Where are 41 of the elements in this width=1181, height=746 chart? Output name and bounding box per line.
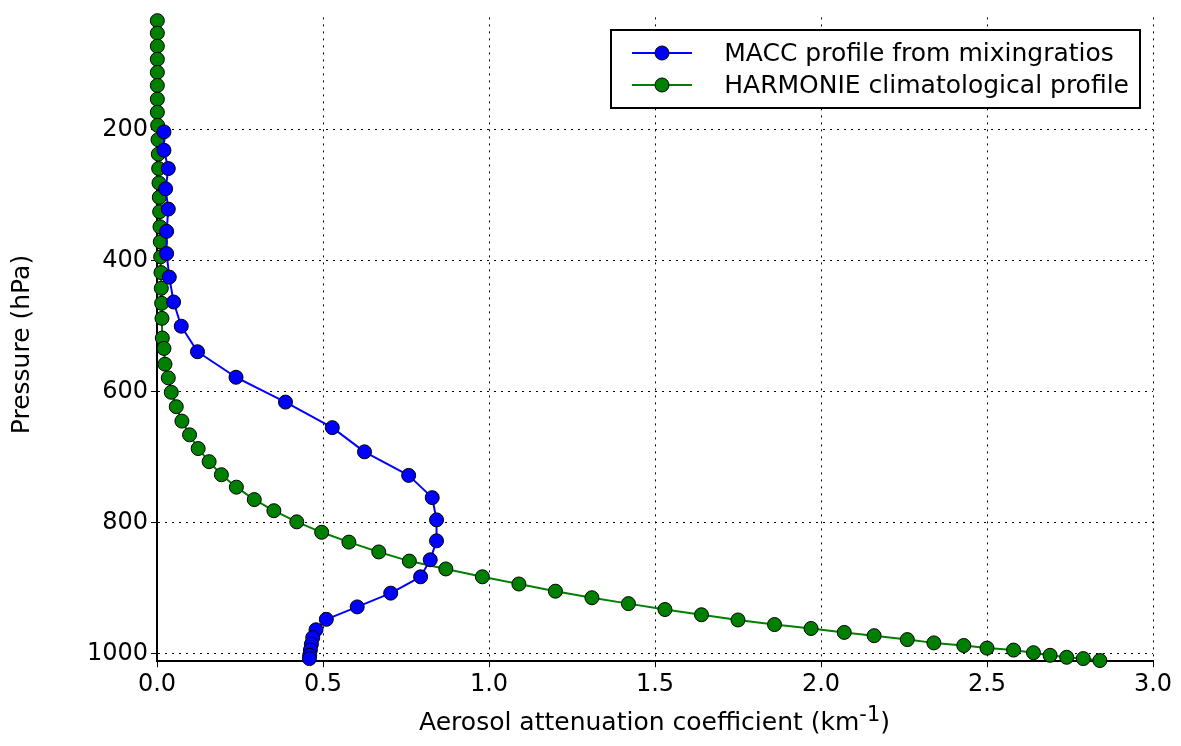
point — [156, 124, 172, 140]
point — [156, 142, 172, 158]
point — [413, 569, 429, 585]
point — [301, 651, 317, 667]
point — [228, 369, 244, 385]
point — [318, 611, 334, 627]
point — [159, 223, 175, 239]
point — [166, 294, 182, 310]
y-axis-title: Pressure (hPa) — [5, 253, 35, 437]
point — [383, 585, 399, 601]
legend-label: HARMONIE climatological profile — [724, 69, 1129, 102]
x-tick-label: 0.0 — [137, 668, 177, 697]
y-tick-label: 600 — [102, 375, 148, 404]
point — [401, 467, 417, 483]
point — [158, 181, 174, 197]
legend-label: MACC profile from mixingratios — [724, 37, 1114, 70]
point — [424, 490, 440, 506]
x-tick-label: 3.0 — [1133, 668, 1173, 697]
x-tick-label: 0.5 — [303, 668, 343, 697]
point — [349, 599, 365, 615]
point — [190, 344, 205, 360]
point — [429, 533, 445, 549]
point — [173, 318, 189, 334]
x-tick-label: 2.5 — [967, 668, 1007, 697]
point — [159, 246, 175, 262]
point — [324, 420, 340, 436]
x-tick-label: 2.0 — [801, 668, 841, 697]
point — [422, 552, 438, 568]
point — [277, 394, 293, 410]
point — [160, 201, 176, 217]
x-tick-label: 1.0 — [469, 668, 509, 697]
point — [429, 512, 445, 528]
x-axis-title: Aerosol attenuation coefficient (km$^{-1}$) — [418, 702, 891, 737]
y-tick-label: 1000 — [86, 637, 148, 666]
point — [161, 269, 177, 285]
y-tick-label: 800 — [102, 506, 148, 535]
point — [357, 444, 372, 460]
point — [160, 161, 176, 177]
y-tick-label: 400 — [102, 245, 148, 274]
y-tick-label: 200 — [102, 114, 148, 143]
x-tick-label: 1.5 — [635, 668, 675, 697]
